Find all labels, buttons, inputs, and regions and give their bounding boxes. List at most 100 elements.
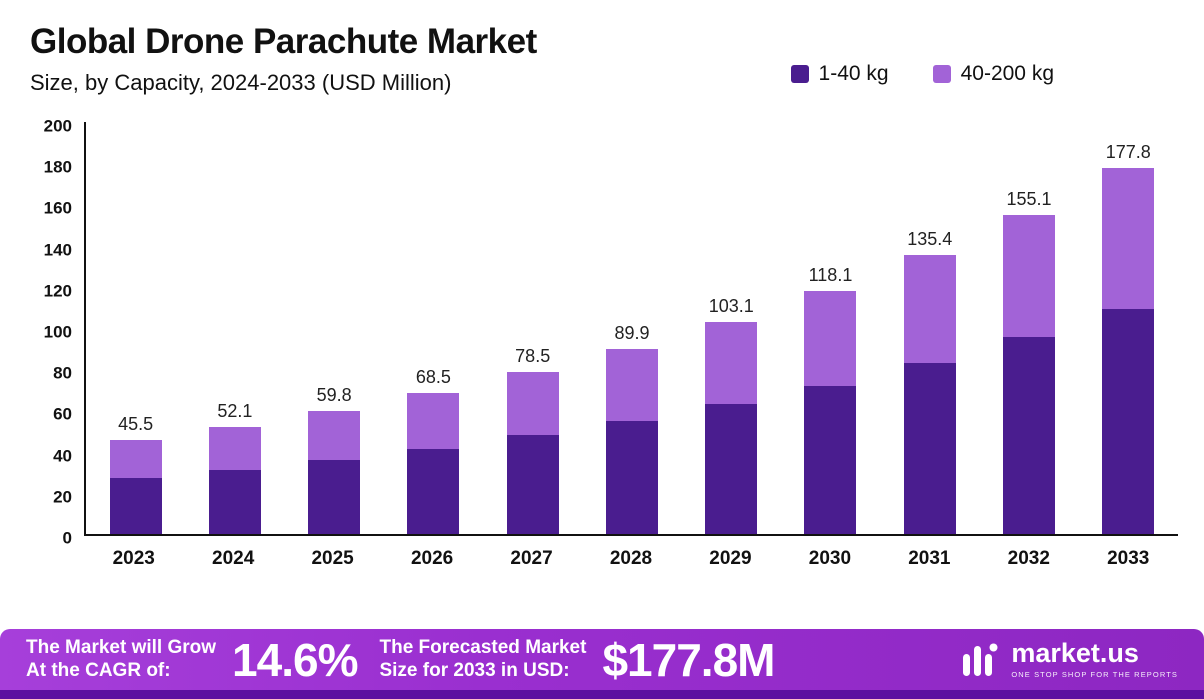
bar-total-label-2027: 78.5 [515,346,551,367]
y-tick-label-100: 100 [43,322,72,342]
chart-area: 0 20 40 60 80 100 120 140 160 180 200 45.5 52.1 59.8… [24,118,1178,570]
y-tick-label-40: 40 [53,446,72,466]
bar-column-2029: 103.1 [682,122,781,534]
forecast-label: The Forecasted Market Size for 2033 in U… [379,637,586,682]
legend-label-1-40kg: 1-40 kg [818,62,889,85]
bar-column-2024: 52.1 [185,122,284,534]
bar-2024-segment-40-200kg [208,426,261,471]
brand-icon [963,643,998,676]
bar-2023 [109,440,162,534]
bar-total-label-2033: 177.8 [1105,141,1151,162]
bar-column-2033: 177.8 [1079,122,1178,534]
bar-total-label-2029: 103.1 [708,295,754,316]
y-tick-label-0: 0 [62,528,72,548]
brand-name: market.us [1011,638,1139,668]
bar-2028 [605,348,658,534]
forecast-label-line1: The Forecasted Market [379,637,587,659]
bar-2025 [308,410,361,534]
brand-text: market.us ONE STOP SHOP FOR THE REPORTS [1011,638,1178,680]
legend-label-40-200kg: 40-200 kg [960,62,1054,85]
bar-2028-segment-40-200kg [605,348,658,421]
bar-2028-segment-1-40kg [605,420,658,534]
y-tick-label-60: 60 [53,404,72,424]
bar-2027-segment-1-40kg [506,435,559,534]
bar-2029 [705,321,758,534]
x-axis-label-2025: 2025 [311,548,354,569]
bar-total-label-2028: 89.9 [614,322,650,343]
y-axis: 0 20 40 60 80 100 120 140 160 180 200 [24,118,84,547]
bar-2033-segment-40-200kg [1102,167,1155,310]
x-axis-label-2029: 2029 [709,548,752,569]
x-axis-label-2030: 2030 [808,548,852,569]
cagr-label: The Market will Grow At the CAGR of: [26,637,216,682]
bar-total-label-2031: 135.4 [907,229,953,250]
cagr-label-line2: At the CAGR of: [26,659,171,681]
bar-2024 [208,426,261,534]
forecast-value: $177.8M [602,633,775,686]
chart-legend: 1-40 kg 40-200 kg [790,62,1054,86]
chart-card: Global Drone Parachute Market Size, by C… [24,22,1178,570]
bar-2026-segment-1-40kg [407,448,460,534]
y-tick-label-200: 200 [43,116,72,136]
bar-2027-segment-40-200kg [506,372,559,436]
bar-2033 [1102,167,1155,534]
page-title: Global Drone Parachute Market [30,22,537,61]
bar-2025-segment-40-200kg [308,410,361,460]
bar-2027 [506,372,559,534]
x-axis-row: 2023 2024 2025 2026 2027 2028 2029 2030 2031 2032… [84,548,1178,570]
bar-total-label-2023: 45.5 [118,414,154,435]
x-axis-label-2027: 2027 [510,548,553,569]
x-axis-label-2028: 2028 [609,548,653,569]
bar-total-label-2025: 59.8 [316,384,352,405]
x-axis-label-2031: 2031 [908,548,951,569]
y-tick-label-140: 140 [43,240,72,260]
forecast-label-line2: Size for 2033 in USD: [379,659,570,681]
legend-swatch-1-40kg [790,65,809,83]
cagr-label-line1: The Market will Grow [26,637,217,659]
bar-2023-segment-1-40kg [109,478,162,534]
y-tick-label-160: 160 [43,198,72,218]
y-tick-label-80: 80 [53,363,72,383]
bar-total-label-2026: 68.5 [415,366,451,387]
bar-2032-segment-1-40kg [1003,337,1056,534]
bar-2030-segment-1-40kg [804,385,857,534]
bar-column-2026: 68.5 [384,122,483,534]
brand-logo: market.us ONE STOP SHOP FOR THE REPORTS [959,639,1184,681]
x-axis-label-2023: 2023 [112,548,155,569]
bar-2032 [1003,214,1056,534]
bar-2033-segment-1-40kg [1102,309,1155,534]
x-axis-label-2033: 2033 [1107,548,1150,569]
bar-2031 [903,255,956,534]
bar-column-2023: 45.5 [86,122,185,534]
bar-2030 [804,290,857,534]
y-tick-label-20: 20 [53,487,72,507]
bar-2030-segment-40-200kg [804,290,857,386]
bar-2025-segment-1-40kg [308,459,361,534]
bar-column-2027: 78.5 [483,122,582,534]
legend-swatch-40-200kg [932,65,951,83]
bar-total-label-2024: 52.1 [217,400,253,421]
x-axis-label-2026: 2026 [410,548,454,569]
bar-column-2025: 59.8 [285,122,384,534]
bar-total-label-2030: 118.1 [808,264,853,285]
bar-2029-segment-40-200kg [705,321,758,405]
bar-total-label-2032: 155.1 [1006,188,1052,209]
bar-2026-segment-40-200kg [407,392,460,449]
brand-tagline: ONE STOP SHOP FOR THE REPORTS [1011,670,1178,679]
bar-column-2030: 118.1 [781,122,880,534]
bar-2029-segment-1-40kg [705,404,758,534]
y-tick-label-180: 180 [43,157,72,177]
bar-2026 [407,392,460,534]
bar-2031-segment-40-200kg [903,255,956,364]
x-axis-label-2024: 2024 [212,548,255,569]
bar-column-2031: 135.4 [880,122,979,534]
bar-2024-segment-1-40kg [208,470,261,534]
footer-banner: The Market will Grow At the CAGR of: 14.… [0,629,1204,699]
legend-item-40-200kg: 40-200 kg [932,62,1054,86]
y-tick-label-120: 120 [43,281,72,301]
bar-column-2028: 89.9 [582,122,681,534]
x-axis-label-2032: 2032 [1007,548,1050,569]
bar-2023-segment-40-200kg [109,440,162,479]
page-subtitle: Size, by Capacity, 2024-2033 (USD Millio… [30,70,452,95]
